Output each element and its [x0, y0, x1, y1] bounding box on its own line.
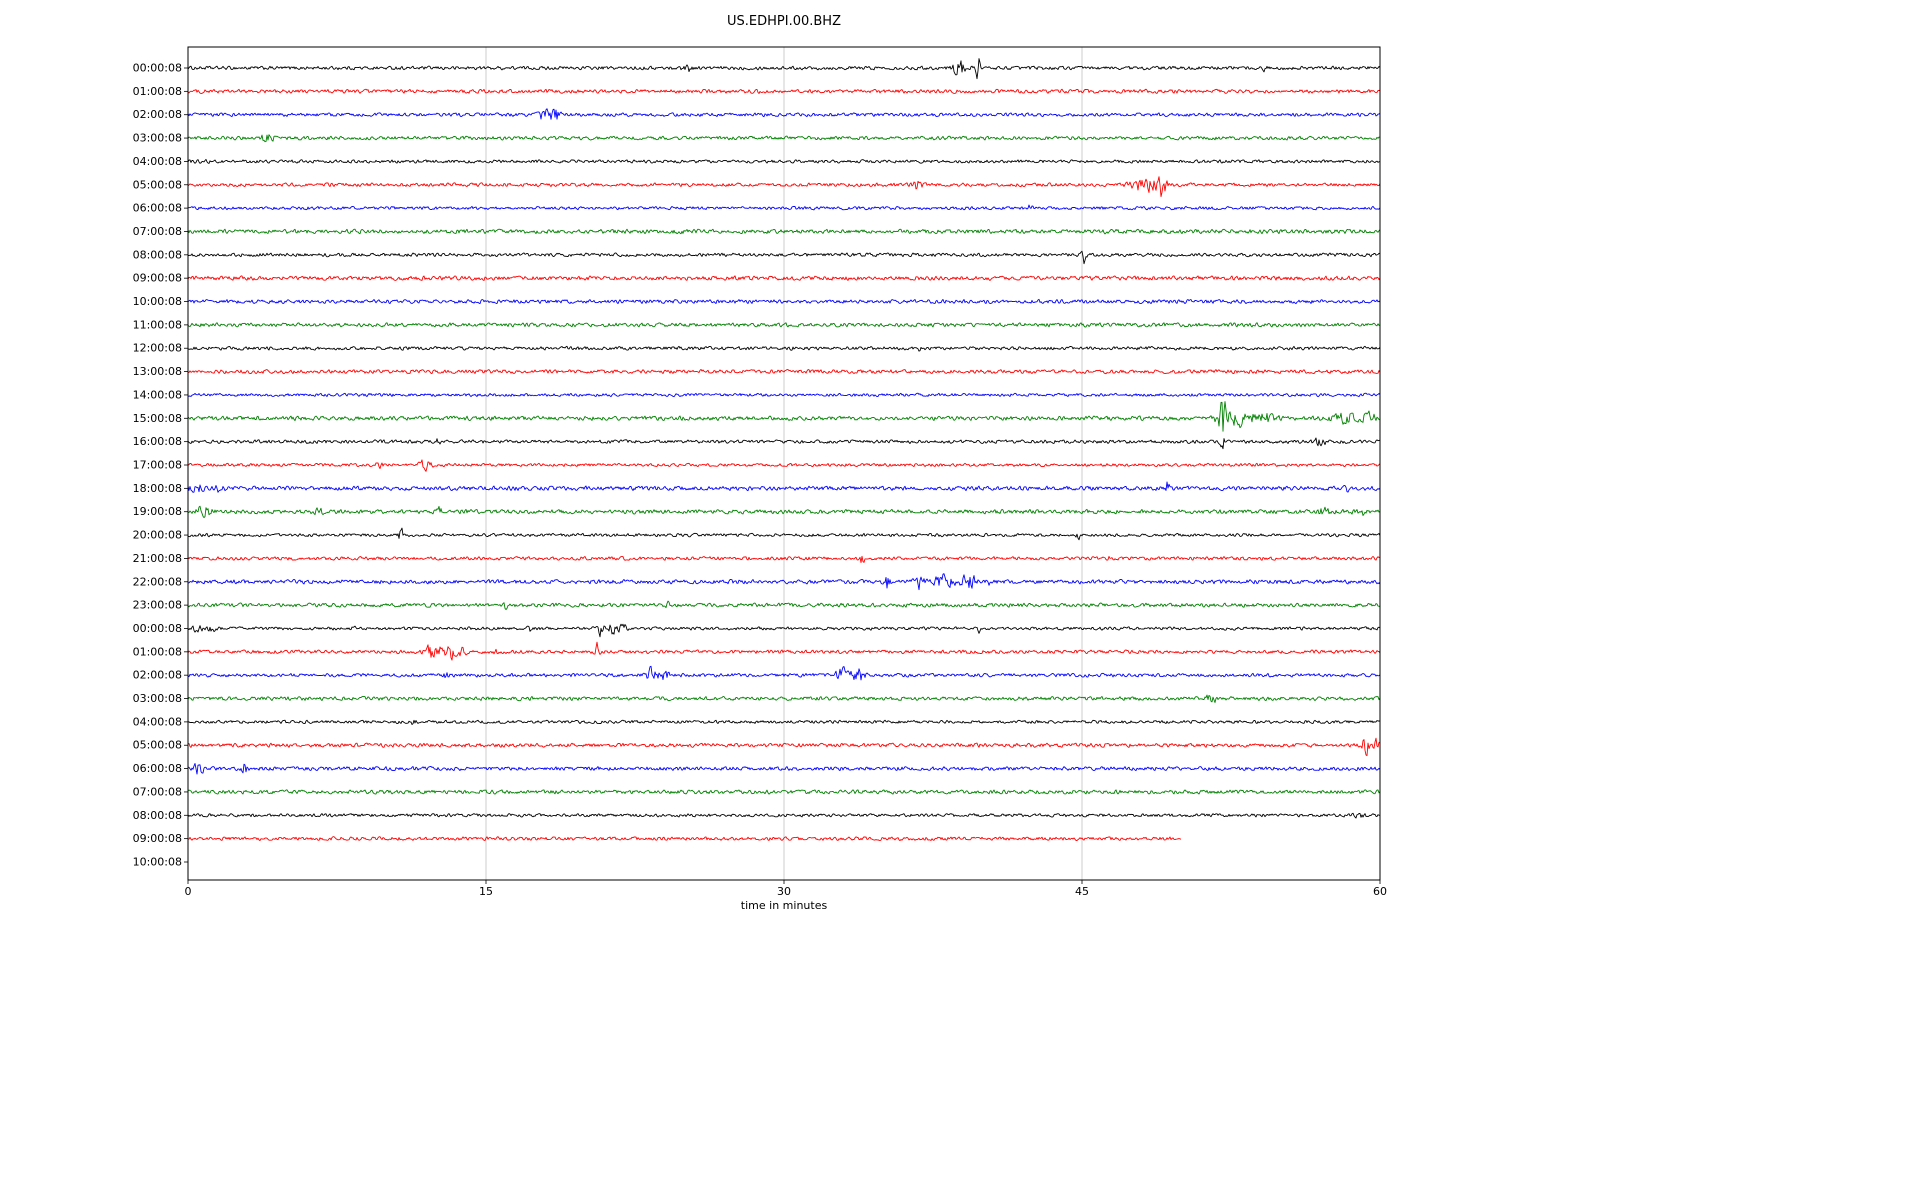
row-time-label: 08:00:08	[133, 809, 182, 822]
trace-row	[187, 58, 1381, 80]
row-time-label: 18:00:08	[133, 482, 182, 495]
trace-row	[187, 812, 1381, 819]
trace-row	[187, 600, 1381, 611]
row-time-label: 02:00:08	[133, 108, 182, 121]
row-time-label: 19:00:08	[133, 505, 182, 518]
trace-row	[187, 401, 1381, 432]
row-time-label: 05:00:08	[133, 178, 182, 191]
trace-row	[187, 573, 1381, 591]
row-time-label: 03:00:08	[133, 692, 182, 705]
x-tick-label: 45	[1075, 885, 1089, 898]
trace-row	[187, 298, 1381, 305]
trace-row	[187, 623, 1381, 638]
x-tick-label: 60	[1373, 885, 1387, 898]
row-time-label: 01:00:08	[133, 645, 182, 658]
row-time-label: 20:00:08	[133, 529, 182, 542]
row-time-label: 10:00:08	[133, 295, 182, 308]
trace-row	[187, 158, 1381, 164]
trace-row	[187, 505, 1381, 519]
trace-row	[187, 789, 1381, 795]
trace-row	[187, 763, 1381, 775]
trace-row	[187, 737, 1381, 757]
row-time-label: 07:00:08	[133, 225, 182, 238]
trace-row	[187, 134, 1381, 143]
x-axis-label: time in minutes	[740, 899, 828, 912]
chart-title: US.EDHPI.00.BHZ	[727, 14, 841, 29]
trace-row	[187, 555, 1381, 563]
row-time-label: 06:00:08	[133, 762, 182, 775]
trace-row	[187, 88, 1381, 94]
row-time-label: 13:00:08	[133, 365, 182, 378]
trace-row	[187, 275, 1381, 281]
trace-row	[187, 641, 1381, 661]
x-tick-label: 15	[479, 885, 493, 898]
trace-row	[187, 836, 1182, 842]
row-time-label: 16:00:08	[133, 435, 182, 448]
row-time-label: 07:00:08	[133, 785, 182, 798]
trace-row	[187, 459, 1381, 472]
trace-row	[187, 250, 1381, 265]
row-time-label: 11:00:08	[133, 318, 182, 331]
row-time-label: 17:00:08	[133, 459, 182, 472]
row-time-label: 14:00:08	[133, 388, 182, 401]
row-time-label: 02:00:08	[133, 669, 182, 682]
row-time-label: 09:00:08	[133, 832, 182, 845]
row-time-label: 01:00:08	[133, 85, 182, 98]
plot-border	[187, 46, 1381, 881]
x-tick-label: 0	[185, 885, 192, 898]
trace-row	[187, 665, 1381, 681]
row-time-label: 12:00:08	[133, 342, 182, 355]
row-time-label: 04:00:08	[133, 155, 182, 168]
row-time-label: 03:00:08	[133, 132, 182, 145]
trace-row	[187, 527, 1381, 541]
trace-row	[187, 437, 1381, 450]
trace-row	[187, 392, 1381, 398]
x-tick-label: 30	[777, 885, 791, 898]
trace-row	[187, 322, 1381, 328]
trace-row	[187, 176, 1381, 198]
trace-row	[187, 368, 1381, 375]
row-time-label: 22:00:08	[133, 575, 182, 588]
row-time-label: 08:00:08	[133, 248, 182, 261]
trace-row	[187, 108, 1381, 120]
row-time-label: 21:00:08	[133, 552, 182, 565]
row-time-label: 06:00:08	[133, 202, 182, 215]
trace-row	[187, 481, 1381, 493]
row-time-label: 10:00:08	[133, 856, 182, 869]
trace-row	[187, 228, 1381, 235]
row-time-label: 00:00:08	[133, 622, 182, 635]
trace-row	[187, 694, 1381, 703]
row-time-label: 04:00:08	[133, 715, 182, 728]
row-time-label: 15:00:08	[133, 412, 182, 425]
trace-row	[187, 345, 1381, 352]
row-time-label: 23:00:08	[133, 599, 182, 612]
row-time-label: 09:00:08	[133, 272, 182, 285]
trace-row	[187, 719, 1381, 725]
row-time-label: 05:00:08	[133, 739, 182, 752]
trace-row	[188, 204, 1381, 211]
row-time-label: 00:00:08	[133, 62, 182, 75]
